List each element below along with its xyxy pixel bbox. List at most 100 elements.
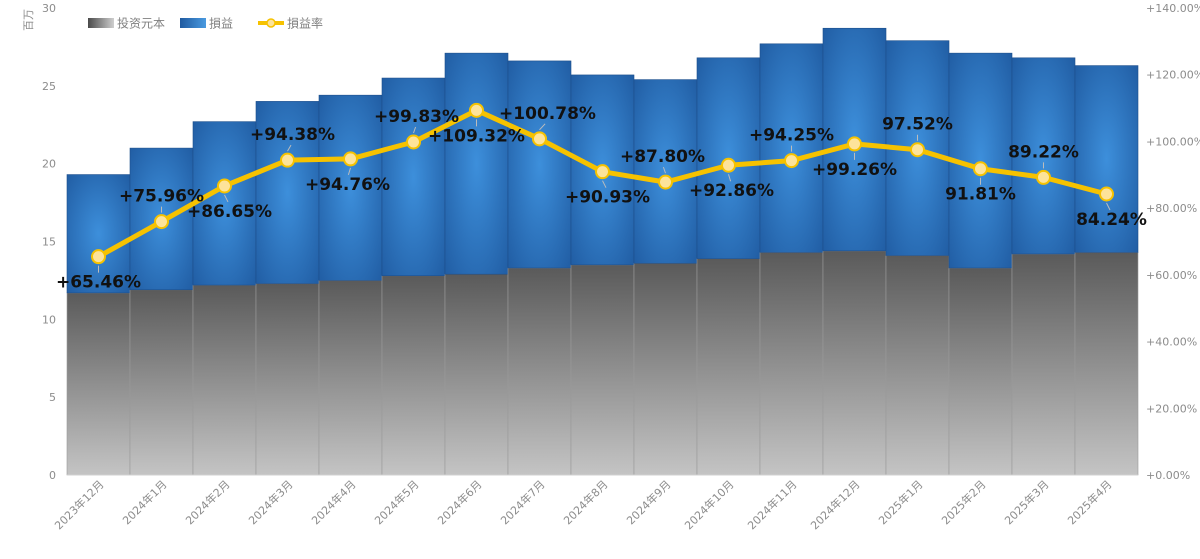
legend-swatch-profit	[180, 18, 206, 28]
bar-profit	[507, 60, 572, 269]
bar-profit	[1074, 65, 1139, 253]
x-axis-tick-label: 2024年2月	[182, 477, 232, 527]
x-axis-tick-label: 2025年4月	[1064, 477, 1114, 527]
left-axis-tick-label: 5	[49, 391, 56, 404]
rate-point	[721, 157, 736, 173]
left-axis-tick-label: 15	[42, 236, 56, 249]
x-axis-tick-label: 2024年3月	[245, 477, 295, 527]
left-axis-tick-label: 20	[42, 158, 56, 171]
x-axis: 2023年12月 2024年1月 2024年2月 2024年3月 2024年4月 2024…	[51, 477, 1114, 532]
left-axis: 0 5 10 15 20 25 30	[42, 2, 56, 482]
rate-point	[91, 249, 106, 265]
rate-point	[217, 178, 232, 194]
rate-data-label: +99.83%	[374, 107, 459, 127]
rate-point	[343, 151, 358, 167]
rate-data-label: 91.81%	[945, 185, 1016, 205]
rate-data-label: 89.22%	[1008, 142, 1079, 162]
right-axis-tick-label: +20.00%	[1146, 402, 1197, 415]
x-axis-tick-label: 2024年8月	[560, 477, 610, 527]
x-axis-tick-label: 2025年1月	[875, 477, 925, 527]
rate-point	[154, 214, 169, 230]
x-axis-tick-label: 2024年7月	[497, 477, 547, 527]
bar-capital	[696, 258, 761, 476]
label-leader	[347, 167, 351, 176]
rate-data-label: +109.32%	[428, 126, 525, 146]
bar-capital	[318, 280, 383, 476]
label-leader	[602, 180, 607, 188]
rate-data-label: +90.93%	[565, 188, 650, 208]
data-labels-layer: +65.46% +75.96%+86.65% +94.38% +94.76% +99.8…	[56, 104, 1147, 293]
rate-data-label: +94.25%	[749, 126, 834, 146]
bar-capital	[444, 273, 509, 476]
left-axis-tick-label: 30	[42, 2, 56, 15]
rate-data-label: +94.76%	[305, 175, 390, 195]
bar-capital	[759, 252, 824, 476]
rate-data-label: +100.78%	[499, 104, 596, 124]
x-axis-tick-label: 2024年12月	[807, 477, 862, 532]
right-axis-tick-label: +40.00%	[1146, 336, 1197, 349]
x-axis-tick-label: 2024年6月	[434, 477, 484, 527]
label-leader	[662, 166, 666, 174]
rate-point	[532, 131, 547, 147]
label-leader	[287, 144, 292, 152]
x-axis-tick-label: 2023年12月	[51, 477, 106, 532]
rate-data-label: +87.80%	[620, 147, 705, 167]
rate-point	[658, 174, 673, 190]
x-axis-tick-label: 2024年11月	[744, 477, 799, 532]
bar-profit	[381, 77, 446, 277]
rate-data-label: +94.38%	[250, 125, 335, 145]
legend-item-label: 損益	[209, 16, 233, 31]
label-leader	[539, 123, 546, 131]
rate-point	[847, 136, 862, 152]
legend-swatch-capital	[88, 18, 114, 28]
x-axis-tick-label: 2024年9月	[623, 477, 673, 527]
legend-item-label: 投资元本	[117, 16, 165, 31]
rate-point	[1036, 169, 1051, 185]
x-axis-tick-label: 2025年2月	[938, 477, 988, 527]
left-axis-tick-label: 0	[49, 469, 56, 482]
rate-data-label: +99.26%	[812, 160, 897, 180]
legend-swatch-rate-marker	[266, 18, 276, 28]
bar-profit	[192, 121, 257, 286]
x-axis-tick-label: 2024年10月	[681, 477, 736, 532]
label-leader	[1106, 202, 1111, 211]
rate-data-label: +65.46%	[56, 273, 141, 293]
x-axis-tick-label: 2024年4月	[308, 477, 358, 527]
legend-item-label: 損益率	[287, 16, 323, 31]
right-axis-tick-label: +140.00%	[1146, 2, 1200, 15]
bar-capital	[885, 255, 950, 476]
rate-data-label: +75.96%	[119, 187, 204, 207]
rate-data-label: +86.65%	[187, 202, 272, 222]
bar-capital	[822, 250, 887, 476]
rate-point	[784, 153, 799, 169]
rate-point	[469, 102, 484, 118]
right-axis-tick-label: +60.00%	[1146, 269, 1197, 282]
label-leader	[728, 174, 732, 182]
rate-point	[910, 142, 925, 158]
right-axis-tick-label: +100.00%	[1146, 135, 1200, 148]
bar-capital	[507, 267, 572, 476]
right-axis-tick-label: +80.00%	[1146, 202, 1197, 215]
right-axis: +0.00% +20.00% +40.00% +60.00% +80.00% +100.0…	[1146, 2, 1200, 482]
right-axis-tick-label: +0.00%	[1146, 469, 1190, 482]
bar-capital	[570, 264, 635, 476]
rate-point	[406, 134, 421, 150]
bar-capital	[948, 267, 1013, 476]
bar-profit	[318, 94, 383, 281]
bar-profit	[1011, 57, 1076, 255]
bar-capital	[66, 292, 131, 476]
left-axis-tick-label: 25	[42, 80, 56, 93]
rate-point	[595, 164, 610, 180]
rate-point	[973, 161, 988, 177]
label-leader	[224, 194, 229, 203]
rate-data-label: 84.24%	[1076, 210, 1147, 230]
x-axis-tick-label: 2024年1月	[119, 477, 169, 527]
x-axis-tick-label: 2024年5月	[371, 477, 421, 527]
label-leader	[413, 126, 417, 134]
rate-data-label: 97.52%	[882, 115, 953, 135]
bar-profit	[633, 79, 698, 264]
bar-capital	[1074, 252, 1139, 476]
bars-layer	[66, 27, 1139, 476]
